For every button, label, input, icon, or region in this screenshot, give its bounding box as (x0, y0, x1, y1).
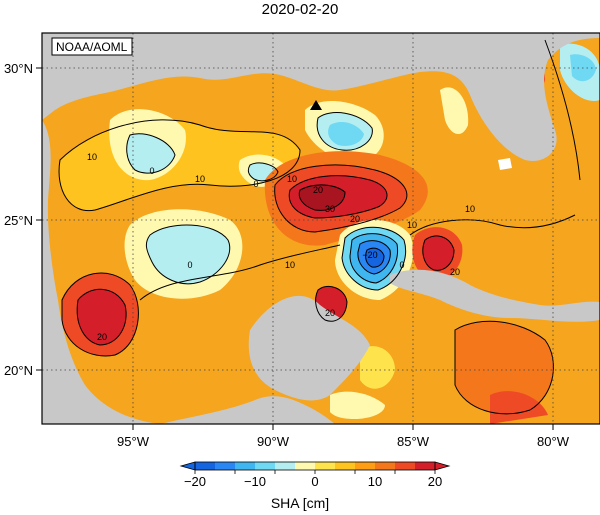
contour-label: 20 (325, 308, 335, 318)
colorbar-segment (235, 462, 256, 470)
colorbar-tick-20: 20 (428, 474, 442, 489)
colorbar-label: SHA [cm] (270, 495, 330, 511)
contour-lines (58, 39, 581, 415)
colorbar-tick-minus10: −10 (244, 474, 266, 489)
colorbar-segment (375, 462, 396, 470)
map-title: 2020-02-20 (261, 1, 339, 18)
land-north-america (42, 33, 600, 161)
land-cuba (390, 269, 600, 322)
colorbar-segment (195, 462, 216, 470)
contour-label: 20 (97, 332, 107, 342)
colorbar-segment (415, 462, 436, 470)
colorbar-segment (355, 462, 376, 470)
sha-patch (440, 87, 469, 135)
contour-label: 10 (465, 204, 475, 214)
station-marker-triangle (310, 100, 322, 110)
map-body (42, 33, 600, 424)
land-mexico-west (42, 120, 160, 424)
contour-label: 10 (87, 152, 97, 162)
sha-patch (126, 133, 175, 174)
map-frame (41, 32, 600, 425)
lon-tick-85w: 85°W (397, 434, 430, 449)
colorbar-segment (295, 462, 316, 470)
sha-patch (455, 321, 554, 414)
colorbar-low-arrow (179, 461, 196, 471)
contour-label: 0 (253, 179, 258, 189)
contour-label: −20 (362, 250, 377, 260)
colorbar-high-arrow (434, 461, 451, 471)
contour-label: 0 (187, 260, 192, 270)
credit-text: NOAA/AOML (56, 40, 128, 54)
credit-box (51, 37, 133, 56)
lon-tick-80w: 80°W (537, 434, 570, 449)
contour-label: 10 (407, 220, 417, 230)
axis-ticks (36, 67, 554, 430)
sha-patch (422, 235, 454, 271)
sha-patch (299, 184, 345, 211)
sha-patch (490, 391, 548, 424)
colorbar-segment (335, 462, 356, 470)
lat-tick-20n: 20°N (4, 363, 33, 378)
contour-label: 20 (313, 185, 323, 195)
sha-patch (77, 289, 127, 345)
lon-tick-95w: 95°W (117, 434, 150, 449)
contour-label: 10 (285, 260, 295, 270)
graticule (42, 33, 600, 424)
lat-tick-25n: 25°N (4, 213, 33, 228)
lake-okeechobee (498, 158, 512, 170)
colorbar-tick-minus20: −20 (184, 474, 206, 489)
contour-label: 30 (325, 204, 335, 214)
lon-tick-90w: 90°W (257, 434, 290, 449)
sha-patch (360, 346, 395, 389)
contour-label: 10 (195, 174, 205, 184)
colorbar-segment (215, 462, 236, 470)
contour-label: 20 (450, 267, 460, 277)
sha-patch (365, 248, 384, 268)
contour-label: 0 (399, 260, 404, 270)
colorbar-segment (315, 462, 336, 470)
colorbar-segment (255, 462, 276, 470)
sha-patch (328, 121, 364, 146)
contour-label: 20 (350, 214, 360, 224)
colorbar-tick-0: 0 (311, 474, 318, 489)
colorbar-tick-10: 10 (368, 474, 382, 489)
land-mexico-south (160, 396, 335, 424)
sha-patch (330, 391, 385, 420)
sha-patch (146, 224, 230, 284)
colorbar (179, 461, 451, 474)
contour-label: 0 (149, 166, 154, 176)
land-yucatan (248, 295, 370, 401)
colorbar-segment (395, 462, 416, 470)
lat-tick-30n: 30°N (4, 61, 33, 76)
contour-label: 10 (287, 174, 297, 184)
colorbar-segment (275, 462, 296, 470)
